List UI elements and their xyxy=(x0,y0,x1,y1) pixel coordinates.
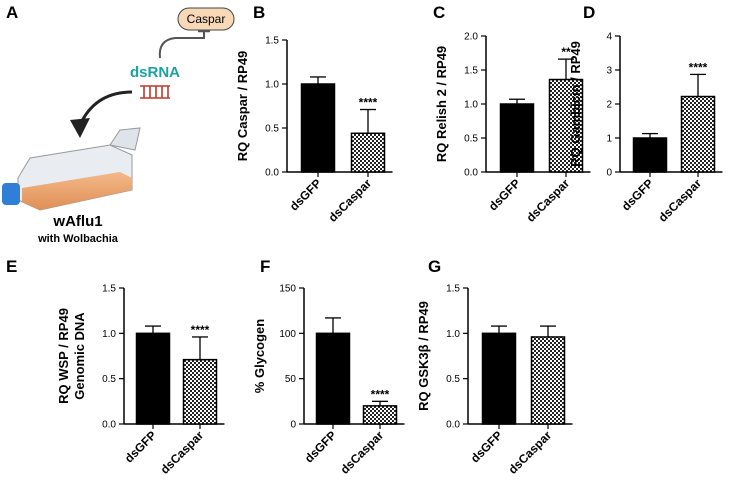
bar xyxy=(499,103,535,173)
bar xyxy=(530,336,566,425)
panel-a-diagram: A Caspar dsRNA wAflu1 with Wolbachia xyxy=(2,3,235,245)
y-tick-label: 3 xyxy=(606,66,612,77)
chart-panel: D 0 1 2 3 4 RQ Gambicin / RP49 dsGFP dsCaspar ***… xyxy=(568,3,723,225)
infection-label: with Wolbachia xyxy=(37,233,119,245)
y-tick-label: 50 xyxy=(285,374,297,385)
y-axis-label: RQ Gambicin / RP49 xyxy=(568,41,583,167)
y-tick-label: 150 xyxy=(279,284,296,295)
y-tick-label: 1.5 xyxy=(464,66,478,77)
y-tick-label: 1.0 xyxy=(102,329,116,340)
dsrna-label: dsRNA xyxy=(130,64,180,81)
y-tick-label: 1.0 xyxy=(446,329,460,340)
x-tick-label: dsGFP xyxy=(468,428,505,465)
y-tick-label: 1.5 xyxy=(102,284,116,295)
x-tick-label: dsCaspar xyxy=(656,176,705,225)
bar xyxy=(182,358,218,425)
bar xyxy=(632,137,668,173)
y-tick-label: 1.0 xyxy=(464,100,478,111)
cell-line-label: wAflu1 xyxy=(52,213,102,230)
flask-icon xyxy=(2,127,141,211)
significance-label: **** xyxy=(371,387,390,401)
significance-label: **** xyxy=(191,323,210,337)
chart-panel: E 0.0 0.5 1.0 1.5 RQ WSP / RP49 Genomic DNA dsG… xyxy=(6,257,225,477)
target-label: Caspar xyxy=(187,12,226,26)
bar xyxy=(300,83,336,173)
bar xyxy=(350,132,386,173)
panel-letter: A xyxy=(6,3,18,22)
y-tick-label: 4 xyxy=(606,32,612,43)
x-tick-label: dsCaspar xyxy=(338,428,387,477)
panel-letter: B xyxy=(253,3,265,22)
y-tick-label: 2 xyxy=(606,100,612,111)
y-tick-label: 0 xyxy=(290,420,296,431)
bar xyxy=(315,332,351,425)
y-axis-label: Genomic DNA xyxy=(72,312,87,400)
x-tick-label: dsGFP xyxy=(486,176,523,213)
y-tick-label: 1.5 xyxy=(446,284,460,295)
significance-label: ** xyxy=(561,45,571,59)
x-tick-label: dsCaspar xyxy=(506,428,555,477)
bar xyxy=(362,405,398,425)
panel-letter: D xyxy=(583,3,595,22)
y-tick-label: 0.5 xyxy=(265,124,279,135)
panel-letter: C xyxy=(433,3,445,22)
y-axis-label: RQ Caspar / RP49 xyxy=(235,51,250,162)
x-tick-label: dsCaspar xyxy=(524,176,573,225)
chart-panel: C 0.0 0.5 1.0 1.5 2.0 RQ Relish 2 / RP49 dsGFP d… xyxy=(433,3,591,225)
y-tick-label: 0.5 xyxy=(102,374,116,385)
significance-label: **** xyxy=(689,60,708,74)
dsrna-icon xyxy=(140,85,170,99)
inhibition-line xyxy=(158,31,205,59)
y-axis-label: RQ WSP / RP49 xyxy=(56,308,71,404)
x-tick-label: dsGFP xyxy=(287,176,324,213)
y-tick-label: 1 xyxy=(606,134,612,145)
chart-panel: G 0.0 0.5 1.0 1.5 RQ GSK3β / RP49 dsGFP dsCaspa… xyxy=(416,257,573,477)
y-tick-label: 0.0 xyxy=(446,420,460,431)
y-tick-label: 0.5 xyxy=(446,374,460,385)
y-tick-label: 100 xyxy=(279,329,296,340)
y-tick-label: 0 xyxy=(606,168,612,179)
bar xyxy=(481,332,517,425)
y-tick-label: 0.0 xyxy=(102,420,116,431)
x-tick-label: dsCaspar xyxy=(158,428,207,477)
y-tick-label: 1.5 xyxy=(265,36,279,47)
panel-letter: E xyxy=(6,257,17,276)
y-axis-label: % Glycogen xyxy=(252,319,267,393)
y-tick-label: 2.0 xyxy=(464,32,478,43)
panel-letter: G xyxy=(428,257,441,276)
x-tick-label: dsGFP xyxy=(122,428,159,465)
y-tick-label: 0.5 xyxy=(464,134,478,145)
y-tick-label: 1.0 xyxy=(265,80,279,91)
y-axis-label: RQ GSK3β / RP49 xyxy=(416,301,431,411)
chart-panel: B 0.0 0.5 1.0 1.5 RQ Caspar / RP49 dsGFP dsCasp… xyxy=(235,3,393,225)
y-tick-label: 0.0 xyxy=(265,168,279,179)
panel-letter: F xyxy=(260,257,270,276)
bar xyxy=(135,332,171,425)
x-tick-label: dsCaspar xyxy=(326,176,375,225)
x-tick-label: dsGFP xyxy=(619,176,656,213)
bar xyxy=(680,95,716,173)
x-tick-label: dsGFP xyxy=(302,428,339,465)
significance-label: **** xyxy=(359,96,378,110)
y-axis-label: RQ Relish 2 / RP49 xyxy=(434,46,449,162)
arrow-head xyxy=(70,118,90,138)
y-tick-label: 0.0 xyxy=(464,168,478,179)
